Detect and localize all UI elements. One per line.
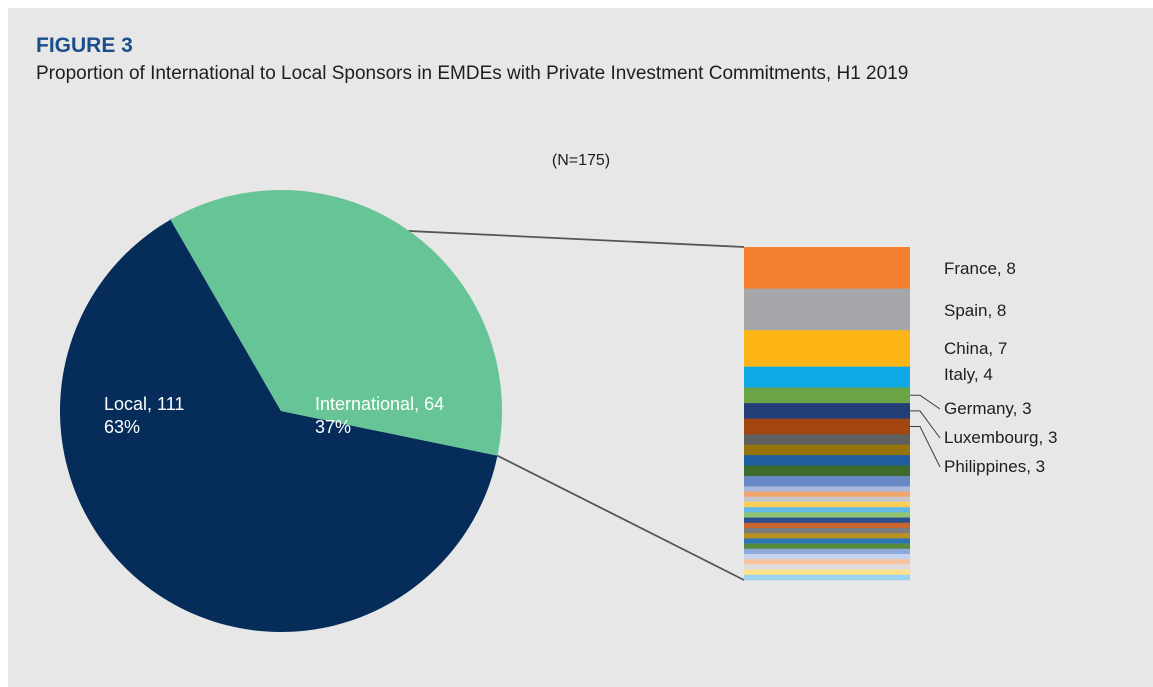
- pie-group: Local, 111 63% International, 64 37%: [60, 189, 503, 632]
- bar-segment-10: [744, 465, 910, 477]
- bar-segment-25: [744, 553, 910, 560]
- bar-segment-germany: [744, 387, 910, 404]
- bar-segment-11: [744, 475, 910, 487]
- bar-segment-17: [744, 512, 910, 518]
- bar-segment-16: [744, 507, 910, 513]
- bar-label-china: China, 7: [944, 339, 1007, 358]
- figure-title: Proportion of International to Local Spo…: [36, 63, 909, 84]
- pie-slice-international: [170, 189, 503, 456]
- chart-subtitle: (N=175): [552, 152, 610, 169]
- bar-segment-8: [744, 444, 910, 456]
- bar-segment-18: [744, 517, 910, 524]
- bar-segment-philippines: [744, 418, 910, 435]
- pie-label-local: Local, 111: [104, 394, 184, 414]
- bar-segment-23: [744, 543, 910, 550]
- bar-segment-luxembourg: [744, 403, 910, 420]
- bar-segment-27: [744, 564, 910, 570]
- bar-label-italy: Italy, 4: [944, 365, 993, 384]
- connector-bottom: [497, 454, 745, 581]
- bar-segment-13: [744, 491, 910, 498]
- bar-segment-12: [744, 486, 910, 492]
- pie-percent-international: 37%: [315, 417, 351, 437]
- bar-segment-spain: [744, 288, 910, 331]
- breakdown-bar-group: [744, 247, 910, 581]
- leader-line-philippines: [910, 426, 941, 468]
- breakdown-labels-group: France, 8 Spain, 8 China, 7 Italy, 4 Germany…: [910, 259, 1057, 476]
- bar-segment-26: [744, 559, 910, 565]
- bar-segment-24: [744, 548, 910, 555]
- bar-label-philippines: Philippines, 3: [944, 457, 1045, 476]
- pie-slice-local: [60, 219, 498, 632]
- figure-label: FIGURE 3: [36, 34, 133, 57]
- bar-segment-14: [744, 496, 910, 503]
- pie-label-international: International, 64: [315, 394, 444, 414]
- bar-segment-28: [744, 569, 910, 576]
- bar-segment-19: [744, 522, 910, 529]
- bar-segment-20: [744, 527, 910, 534]
- leader-line-germany: [910, 394, 941, 410]
- bar-segment-22: [744, 538, 910, 544]
- bar-segment-italy: [744, 366, 910, 388]
- bar-label-france: France, 8: [944, 259, 1016, 278]
- bar-segment-france: [744, 247, 910, 289]
- leader-line-luxembourg: [910, 410, 941, 439]
- bar-segment-7: [744, 434, 910, 446]
- bar-segment-21: [744, 533, 910, 539]
- bar-segment-9: [744, 455, 910, 466]
- pie-percent-local: 63%: [104, 417, 140, 437]
- bar-segment-29: [744, 574, 910, 581]
- bar-segment-15: [744, 501, 910, 508]
- bar-label-germany: Germany, 3: [944, 399, 1032, 418]
- bar-label-spain: Spain, 8: [944, 301, 1006, 320]
- bar-segment-china: [744, 330, 910, 367]
- bar-label-luxembourg: Luxembourg, 3: [944, 428, 1057, 447]
